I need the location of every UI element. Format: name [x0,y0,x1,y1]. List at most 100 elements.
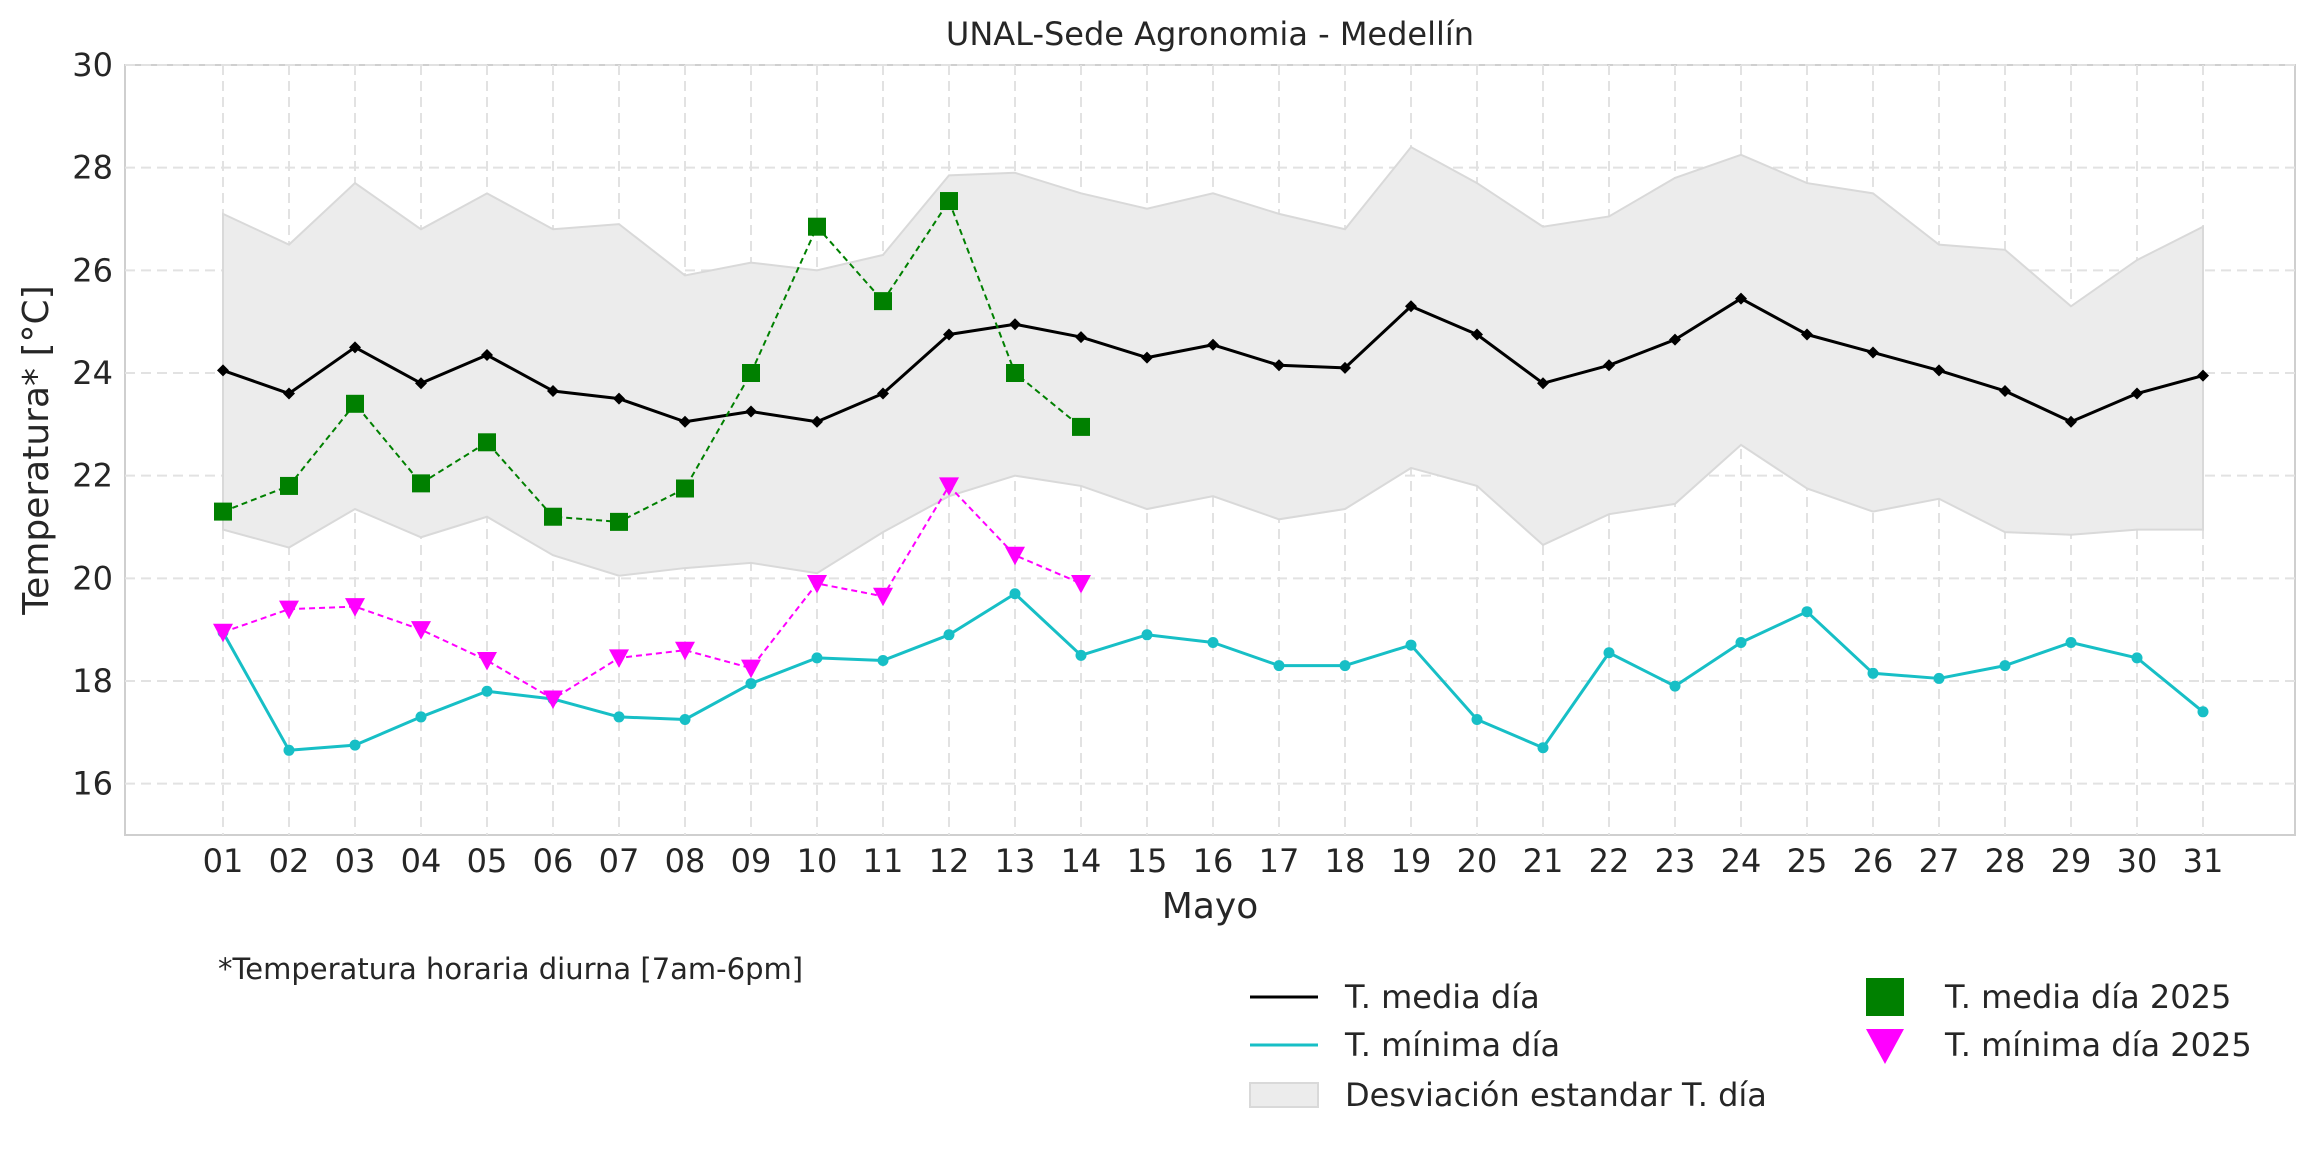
series-2-point-1 [280,476,298,495]
legend-swatch-3 [1866,978,1904,1016]
series-2-point-7 [676,479,694,498]
series-3-point-11 [939,477,959,496]
y-tick-label: 20 [72,559,113,597]
series-2-point-8 [742,364,760,382]
series-0-point-30 [2197,369,2209,382]
series-0-point-11 [943,328,955,341]
y-tick-label: 30 [72,46,113,84]
series-0-point-27 [1999,384,2011,397]
x-tick-label: 06 [533,842,574,880]
series-1-point-15 [1207,637,1219,648]
x-tick-label: 12 [929,842,970,880]
series-0-point-29 [2131,387,2143,400]
series-2-point-2 [346,394,364,413]
series-0-point-14 [1141,351,1153,364]
x-tick-label: 10 [797,842,838,880]
series-0-point-17 [1339,361,1351,374]
series-0-point-4 [481,349,493,362]
series-1-point-30 [2197,706,2209,718]
series-0-point-9 [811,415,823,428]
std-dev-band-layer [222,145,2204,577]
series-2-point-12 [1006,364,1024,382]
x-tick-label: 04 [401,842,442,880]
x-tick-label: 13 [995,842,1036,880]
x-tick-label: 15 [1127,842,1168,880]
series-1-point-29 [2131,652,2143,664]
series-1-point-13 [1075,649,1087,661]
x-tick-label: 24 [1721,842,1762,880]
x-tick-label: 27 [1919,842,1960,880]
chart-title: UNAL-Sede Agronomia - Medellín [946,15,1474,53]
series-1-point-18 [1405,639,1417,651]
x-tick-label: 07 [599,842,640,880]
series-3-point-6 [609,649,629,668]
series-1-point-22 [1669,680,1681,692]
x-tick-label: 08 [665,842,706,880]
series-1-point-3 [415,711,427,723]
series-1-point-25 [1867,667,1879,679]
series-1-point-21 [1603,647,1615,659]
series-1-point-12 [1009,588,1021,600]
series-3-point-7 [675,641,695,661]
series-0-point-24 [1801,328,1813,341]
legend-label-4: T. mínima día 2025 [1944,1026,2252,1064]
legend-swatch-4 [1866,1029,1904,1064]
series-0-point-25 [1867,346,1879,359]
y-tick-label: 22 [72,457,113,495]
x-tick-label: 02 [269,842,310,880]
series-3-point-2 [345,598,365,617]
series-1-point-9 [811,652,823,664]
x-tick-label: 22 [1589,842,1630,880]
y-tick-label: 28 [72,149,113,187]
series-0-point-1 [283,387,295,400]
x-tick-label: 16 [1193,842,1234,880]
series-3-point-10 [873,587,893,607]
series-0-point-3 [415,377,427,390]
series-1-point-20 [1537,742,1549,754]
series-3-point-12 [1005,546,1025,566]
x-axis-label: Mayo [1162,886,1258,927]
series-0-point-18 [1405,300,1417,313]
series-2-point-6 [610,512,628,531]
y-tick-label: 16 [72,765,113,803]
x-tick-label: 18 [1325,842,1366,880]
series-1-point-24 [1801,606,1813,618]
x-tick-label: 14 [1061,842,1102,880]
series-2-point-11 [940,192,958,211]
y-tick-label: 26 [72,251,113,289]
series-0-point-10 [877,387,889,400]
x-tick-label: 17 [1259,842,1300,880]
legend-label-1: T. mínima día [1344,1026,1560,1064]
x-tick-label: 09 [731,842,772,880]
series-3-point-1 [279,600,299,620]
series-2-point-5 [544,507,562,526]
series-1-point-10 [877,654,889,666]
series-3-point-0 [213,623,233,643]
series-0-point-7 [679,415,691,428]
legend-label-2: Desviación estandar T. día [1345,1076,1767,1114]
series-1-point-1 [283,744,295,756]
series-2-point-4 [478,433,496,452]
legend-label-0: T. media día [1344,978,1540,1016]
series-1-point-7 [679,714,691,725]
x-tick-label: 01 [203,842,244,880]
series-0-point-0 [217,364,229,377]
x-tick-label: 21 [1523,842,1564,880]
series-0-point-16 [1273,359,1285,372]
series-0-point-22 [1669,333,1681,346]
series-1-point-4 [481,685,493,697]
series-layer [213,192,2209,756]
series-1-point-11 [943,629,955,641]
y-tick-label: 18 [72,662,113,700]
series-0-point-13 [1075,331,1087,344]
series-2-point-13 [1072,417,1090,436]
series-3-point-3 [411,621,431,640]
series-1-point-16 [1273,660,1285,672]
axis-ticks: 16 18 20 22 24 26 28 30 01 02 03 04 05 06 07 08 09 10 11 12… [72,46,2223,880]
legend-label-3: T. media día 2025 [1944,978,2231,1016]
series-1-point-17 [1339,660,1351,672]
series-1-point-19 [1471,714,1483,725]
series-2-point-9 [808,217,826,236]
